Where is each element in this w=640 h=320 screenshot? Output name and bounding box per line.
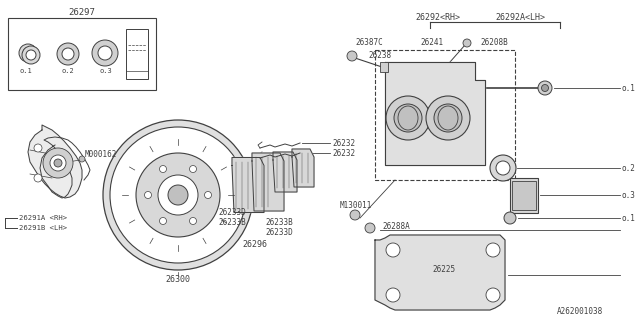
Circle shape <box>103 120 253 270</box>
Polygon shape <box>232 157 264 212</box>
Circle shape <box>50 155 66 171</box>
Polygon shape <box>28 125 82 198</box>
Text: o.3: o.3 <box>622 190 636 199</box>
Text: 26238: 26238 <box>368 51 391 60</box>
Text: 26241: 26241 <box>420 37 443 46</box>
Circle shape <box>26 50 36 60</box>
Circle shape <box>189 218 196 225</box>
Circle shape <box>538 81 552 95</box>
Text: o.1: o.1 <box>622 84 636 92</box>
Text: 26288A: 26288A <box>382 221 410 230</box>
Bar <box>8 18 156 90</box>
Text: 26232: 26232 <box>332 139 355 148</box>
Circle shape <box>23 48 33 58</box>
Text: A262001038: A262001038 <box>557 308 603 316</box>
Circle shape <box>19 44 37 62</box>
Circle shape <box>541 84 548 92</box>
Circle shape <box>365 223 375 233</box>
Circle shape <box>347 51 357 61</box>
Text: o.3: o.3 <box>100 68 113 74</box>
Circle shape <box>386 288 400 302</box>
Circle shape <box>486 288 500 302</box>
Text: 26232: 26232 <box>332 148 355 157</box>
Circle shape <box>98 46 112 60</box>
Text: o.2: o.2 <box>61 68 74 74</box>
Circle shape <box>62 48 74 60</box>
Circle shape <box>57 43 79 65</box>
Bar <box>380 62 388 72</box>
Text: M130011: M130011 <box>340 201 372 210</box>
Circle shape <box>54 159 62 167</box>
Bar <box>510 178 538 213</box>
Text: 26387C: 26387C <box>355 37 383 46</box>
Circle shape <box>22 46 40 64</box>
Bar <box>512 181 536 210</box>
Circle shape <box>159 165 166 172</box>
Text: M000162: M000162 <box>85 149 117 158</box>
Text: 26292<RH>: 26292<RH> <box>415 12 460 21</box>
Bar <box>375 50 515 180</box>
Circle shape <box>490 155 516 181</box>
Text: 26297: 26297 <box>68 7 95 17</box>
Circle shape <box>158 175 198 215</box>
Polygon shape <box>375 235 505 310</box>
Circle shape <box>394 104 422 132</box>
Text: o.1: o.1 <box>622 213 636 222</box>
Polygon shape <box>252 153 284 211</box>
Circle shape <box>34 174 42 182</box>
Circle shape <box>386 96 430 140</box>
Text: 26208B: 26208B <box>480 37 508 46</box>
Circle shape <box>426 96 470 140</box>
Circle shape <box>79 156 85 162</box>
Polygon shape <box>292 149 314 187</box>
Polygon shape <box>273 152 297 192</box>
Text: 26233B: 26233B <box>265 218 292 227</box>
Circle shape <box>486 243 500 257</box>
Circle shape <box>496 161 510 175</box>
Bar <box>126 29 148 79</box>
Text: o.1: o.1 <box>20 68 33 74</box>
Circle shape <box>136 153 220 237</box>
Circle shape <box>92 40 118 66</box>
Circle shape <box>159 218 166 225</box>
Circle shape <box>463 39 471 47</box>
Text: 26292A<LH>: 26292A<LH> <box>495 12 545 21</box>
Text: 26233D: 26233D <box>265 228 292 236</box>
Circle shape <box>34 144 42 152</box>
Circle shape <box>189 165 196 172</box>
Circle shape <box>504 212 516 224</box>
Text: 26296: 26296 <box>243 239 268 249</box>
Text: 26300: 26300 <box>166 275 191 284</box>
Circle shape <box>350 210 360 220</box>
Circle shape <box>205 191 211 198</box>
Text: o.2: o.2 <box>622 164 636 172</box>
Text: 26225: 26225 <box>432 266 455 275</box>
Circle shape <box>386 243 400 257</box>
Circle shape <box>168 185 188 205</box>
Text: 26291B <LH>: 26291B <LH> <box>19 225 67 231</box>
Text: 26233D: 26233D <box>218 207 246 217</box>
Circle shape <box>43 148 73 178</box>
Circle shape <box>145 191 152 198</box>
Circle shape <box>434 104 462 132</box>
Text: 26233B: 26233B <box>218 218 246 227</box>
Polygon shape <box>385 62 485 165</box>
Circle shape <box>110 127 246 263</box>
Text: 26291A <RH>: 26291A <RH> <box>19 215 67 221</box>
